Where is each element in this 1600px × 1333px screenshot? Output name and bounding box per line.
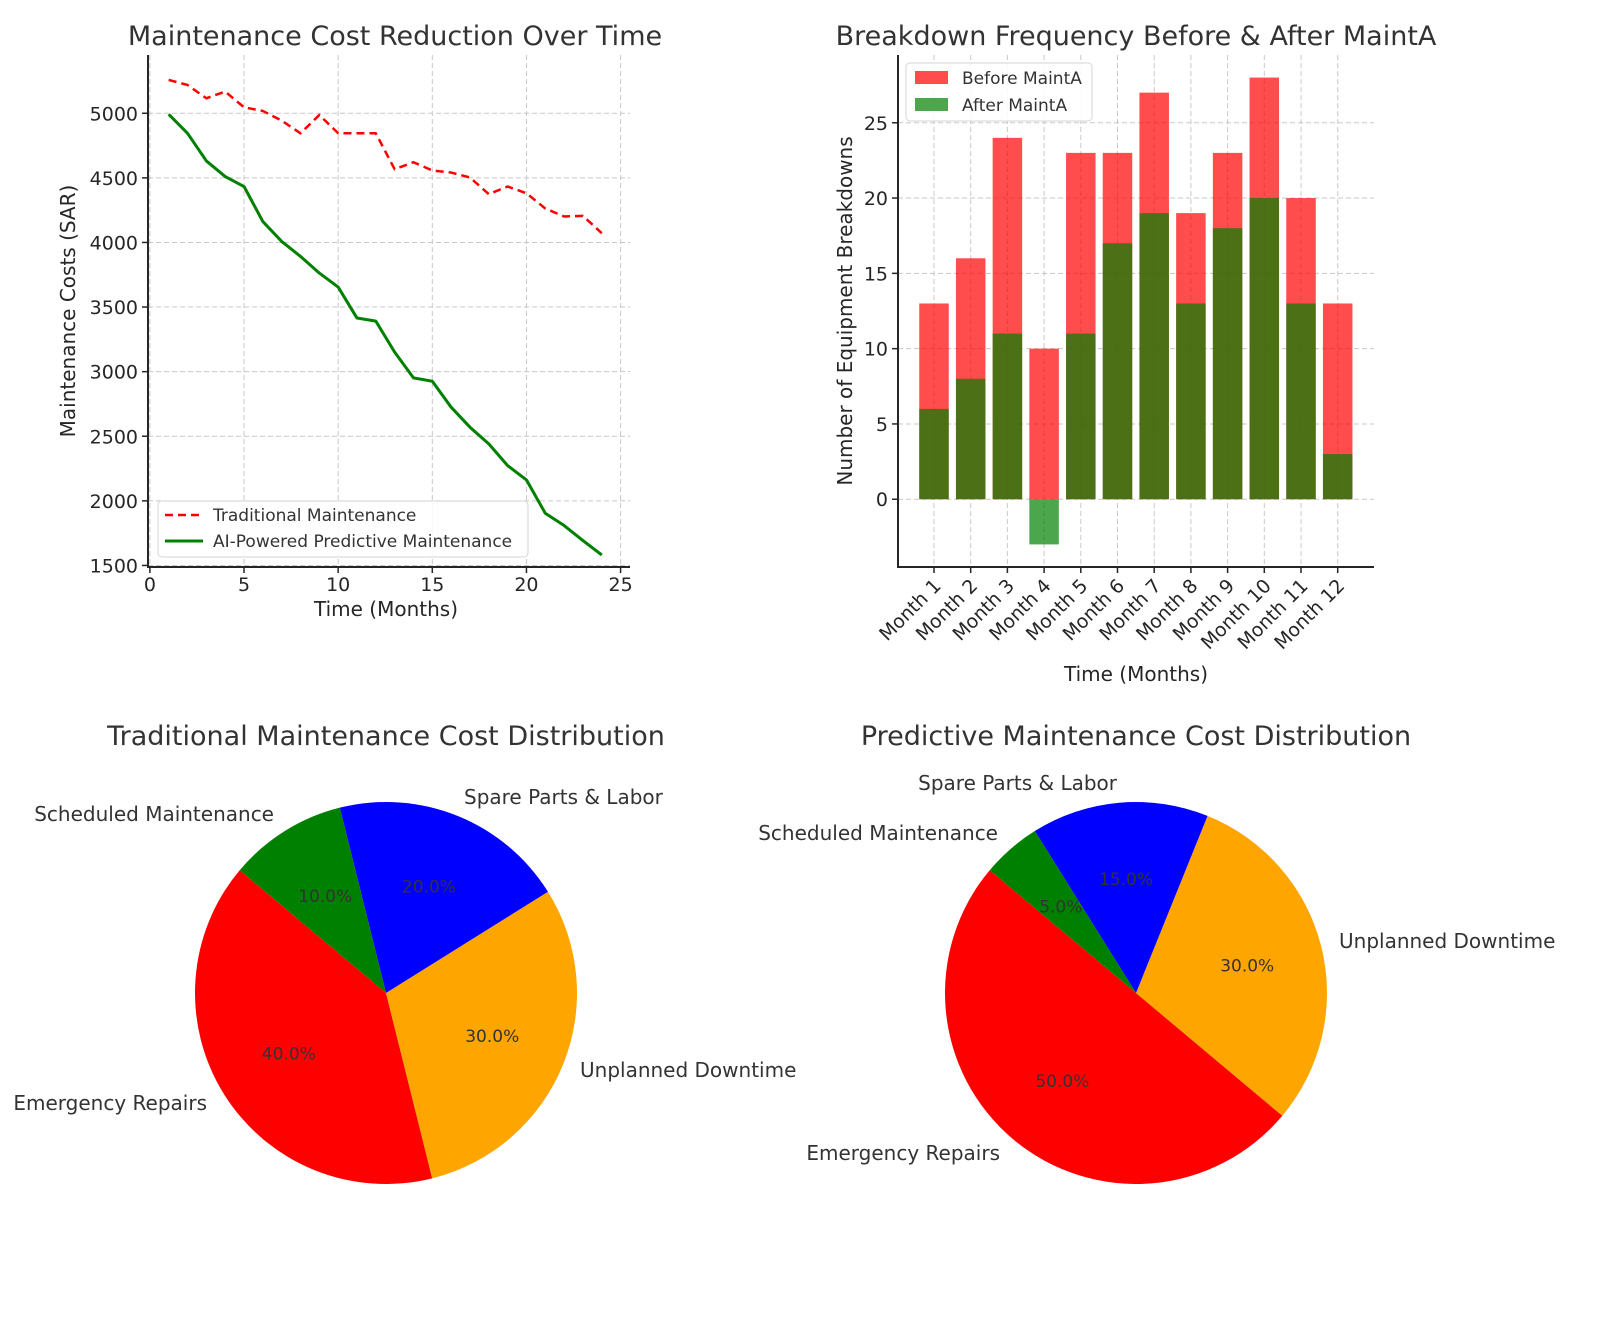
bar-after (955, 378, 986, 500)
legend-frame (157, 500, 529, 558)
pie-slice-spare-parts-labor (1034, 802, 1208, 993)
line-chart-axes (147, 55, 630, 568)
line-chart-title: Maintenance Cost Reduction Over Time (128, 21, 662, 52)
traditional-pie-slices: 40.0% Emergency Repairs 30.0% Unplanned Dow… (13, 785, 796, 1185)
predictive-maintenance-line (167, 113, 603, 557)
bar-after (919, 408, 949, 500)
x-tick-label: 15 (420, 574, 444, 596)
y-tick-label: 4000 (90, 232, 138, 254)
y-tick-label: 15 (864, 263, 888, 285)
bar-before (1029, 348, 1059, 500)
pie-slice-scheduled-maintenance (239, 807, 386, 993)
bar-chart-title: Breakdown Frequency Before & After Maint… (836, 21, 1437, 52)
bar-after (1176, 303, 1206, 500)
pie-category-label: Spare Parts & Labor (918, 771, 1118, 795)
x-tick-label: 20 (514, 574, 538, 596)
bar-after (1322, 454, 1353, 500)
bar-chart-xlabel: Time (Months) (1063, 662, 1208, 686)
line-chart-legend: Traditional Maintenance AI-Powered Predi… (157, 500, 529, 558)
pie-percent-label: 50.0% (1035, 1072, 1089, 1092)
pie-slice-spare-parts-labor (339, 802, 548, 993)
pie-percent-label: 30.0% (465, 1027, 519, 1047)
legend-label-traditional: Traditional Maintenance (212, 506, 416, 526)
pie-category-label: Emergency Repairs (806, 1141, 1000, 1165)
bar-after (1249, 198, 1280, 500)
y-tick-label: 2500 (90, 426, 138, 448)
traditional-pie-chart: Traditional Maintenance Cost Distributio… (13, 721, 796, 1185)
pie-slice-emergency-repairs (945, 870, 1283, 1184)
bar-chart-bars (919, 77, 1353, 545)
traditional-pie-title: Traditional Maintenance Cost Distributio… (106, 721, 665, 752)
predictive-pie-title: Predictive Maintenance Cost Distribution (861, 721, 1411, 752)
pie-category-label: Unplanned Downtime (580, 1058, 796, 1082)
bar-after (1286, 303, 1316, 500)
y-tick-label: 1500 (90, 555, 138, 577)
y-tick-label: 2000 (90, 491, 138, 513)
y-tick-label: 10 (864, 339, 888, 361)
line-chart-grid (148, 55, 630, 567)
pie-category-label: Unplanned Downtime (1339, 929, 1555, 953)
pie-slice-scheduled-maintenance (989, 831, 1136, 993)
pie-percent-label: 30.0% (1220, 956, 1274, 976)
bar-after (1139, 213, 1169, 500)
pie-category-label: Scheduled Maintenance (34, 802, 274, 826)
y-tick-label: 5 (876, 414, 888, 436)
bar-chart-axes (897, 55, 1374, 568)
bar-chart: Breakdown Frequency Before & After Maint… (833, 21, 1437, 686)
x-tick-label: 5 (238, 574, 250, 596)
bar-after (1066, 333, 1096, 500)
bar-chart-ylabel: Number of Equipment Breakdowns (833, 136, 857, 485)
pie-percent-label: 20.0% (402, 878, 456, 898)
traditional-maintenance-line (168, 78, 603, 235)
line-chart: Maintenance Cost Reduction Over Time 0 5 1… (56, 21, 662, 621)
legend-label-after: After MaintA (962, 96, 1067, 116)
pie-category-label: Emergency Repairs (13, 1091, 207, 1115)
x-tick-label: 10 (326, 574, 350, 596)
pie-percent-label: 40.0% (262, 1045, 316, 1065)
line-chart-ylabel: Maintenance Costs (SAR) (56, 185, 80, 438)
y-tick-label: 3000 (90, 362, 138, 384)
bar-after (992, 333, 1023, 500)
pie-percent-label: 5.0% (1039, 898, 1082, 918)
legend-label-predictive: AI-Powered Predictive Maintenance (213, 532, 512, 552)
bar-chart-legend: Before MaintA After MaintA (905, 62, 1093, 122)
line-chart-ticks: 0 5 10 15 20 25 1500 2000 2500 3000 3500 4000 4500 50… (90, 103, 633, 596)
y-tick-label: 0 (876, 489, 888, 511)
bar-after (1212, 228, 1243, 500)
pie-slice-emergency-repairs (194, 870, 433, 1185)
y-tick-label: 20 (864, 188, 888, 210)
predictive-pie-chart: Predictive Maintenance Cost Distribution… (758, 721, 1555, 1184)
y-tick-label: 4500 (90, 168, 138, 190)
predictive-pie-slices: 50.0% Emergency Repairs 30.0% Unplanned Dow… (758, 771, 1555, 1184)
legend-label-before: Before MaintA (962, 69, 1082, 89)
pie-percent-label: 10.0% (298, 887, 352, 907)
pie-percent-label: 15.0% (1099, 870, 1153, 890)
legend-swatch-after (915, 98, 948, 111)
line-chart-xlabel: Time (Months) (313, 597, 458, 621)
legend-swatch-before (915, 71, 948, 84)
y-tick-label: 5000 (90, 103, 138, 125)
y-tick-label: 3500 (90, 297, 138, 319)
bar-after (1029, 499, 1059, 545)
pie-category-label: Scheduled Maintenance (758, 821, 998, 845)
pie-slice-unplanned-downtime (386, 891, 577, 1179)
x-tick-label: 25 (608, 574, 632, 596)
y-tick-label: 25 (864, 113, 888, 135)
line-chart-series (167, 78, 603, 557)
pie-slice-unplanned-downtime (1136, 815, 1327, 1116)
bar-after (1102, 243, 1133, 500)
legend-frame (905, 62, 1093, 122)
pie-category-label: Spare Parts & Labor (464, 785, 664, 809)
x-tick-label: 0 (144, 574, 156, 596)
